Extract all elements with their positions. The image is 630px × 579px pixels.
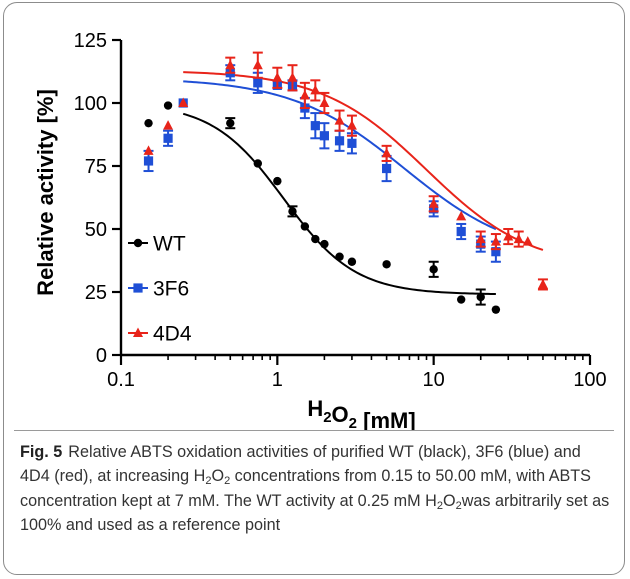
data-point-4d4 [163,120,174,130]
y-tick-label: 50 [85,219,107,241]
data-point-wt [144,118,153,128]
y-tick-label: 75 [85,156,107,178]
y-tick-label: 125 [74,30,107,52]
y-axis-title: Relative activity [%] [33,89,58,296]
data-point-wt [273,176,282,186]
data-point-4d4 [299,89,310,100]
data-point-wt [476,292,485,302]
data-point-4d4 [143,145,154,155]
x-axis-title: H2O2 [mM] [307,396,415,430]
data-point-3f6 [382,163,392,174]
data-point-wt [382,260,391,269]
data-point-4d4 [225,59,236,70]
y-tick-label: 100 [74,93,107,115]
caption-subscript: 2 [455,499,462,512]
legend-marker-3f6 [133,283,143,293]
data-point-wt [311,234,320,244]
data-point-4d4 [475,233,486,244]
legend-label-3f6: 3F6 [153,278,189,301]
caption-subscript: 2 [224,475,231,488]
caption-text-run: O [442,491,456,510]
caption-subscript: 2 [436,499,443,512]
data-point-wt [320,239,329,249]
data-point-wt [253,159,263,168]
data-point-3f6 [334,136,345,146]
legend-label-wt: WT [153,233,186,256]
caption-subscript: 2 [205,475,212,488]
data-point-4d4 [428,198,439,208]
data-point-wt [163,101,173,110]
fit-curve-4d4 [183,71,544,251]
data-point-wt [335,252,344,261]
data-point-4d4 [310,84,321,95]
data-point-wt [288,207,297,216]
data-point-wt [429,265,438,274]
caption-text-run: O [211,467,225,486]
caption-text-run: concentrations from 0.15 to 50.00 mM, wi… [20,467,591,510]
data-point-4d4 [381,147,392,158]
data-point-4d4 [334,115,345,125]
data-point-3f6 [456,226,466,237]
figure-label: Fig. 5 [20,443,63,461]
chart: 0 25 50 75 100 125 0.1 1 10 100 Relative activity … [33,30,607,430]
data-point-4d4 [252,59,263,70]
x-tick-label: 100 [573,369,606,391]
figure-caption: Fig. 5 Relative ABTS oxidation activities… [20,440,612,538]
data-point-4d4 [319,97,330,107]
caption-divider [14,430,614,431]
fit-curve-3f6 [183,80,497,231]
data-point-3f6 [253,78,263,88]
data-point-4d4 [522,236,533,246]
data-point-3f6 [491,247,501,257]
caption-text: Relative ABTS oxidation activities of pu… [20,443,609,534]
data-point-4d4 [287,72,298,82]
data-point-3f6 [319,131,329,141]
legend-marker-wt [133,238,143,248]
data-point-wt [300,222,310,231]
legend-label-4d4: 4D4 [153,323,192,346]
fit-curve-wt [182,112,496,296]
data-point-wt [456,295,466,304]
data-point-3f6 [347,138,357,148]
data-point-4d4 [537,278,548,289]
legend-marker-4d4 [133,327,143,337]
data-point-4d4 [178,97,189,107]
x-tick-label: 1 [272,369,283,391]
data-point-3f6 [143,156,154,166]
data-point-4d4 [503,231,514,241]
data-point-wt [491,305,501,314]
data-point-wt [347,257,357,266]
x-tick-label: 10 [423,369,445,391]
caption-text-run: Relative ABTS oxidation activities of pu… [20,443,581,486]
y-tick-label: 25 [85,282,107,304]
data-point-4d4 [272,72,283,82]
data-point-4d4 [513,233,524,244]
data-point-4d4 [346,120,357,130]
data-point-3f6 [163,133,173,143]
caption-text-run: was arbitrarily set as 100% and used as … [20,491,610,535]
data-point-4d4 [456,210,467,221]
data-point-wt [226,118,235,128]
y-tick-label: 0 [96,345,107,367]
data-point-4d4 [490,236,501,246]
figure-frame [3,2,625,575]
data-point-3f6 [310,121,320,131]
x-tick-label: 0.1 [107,369,135,391]
